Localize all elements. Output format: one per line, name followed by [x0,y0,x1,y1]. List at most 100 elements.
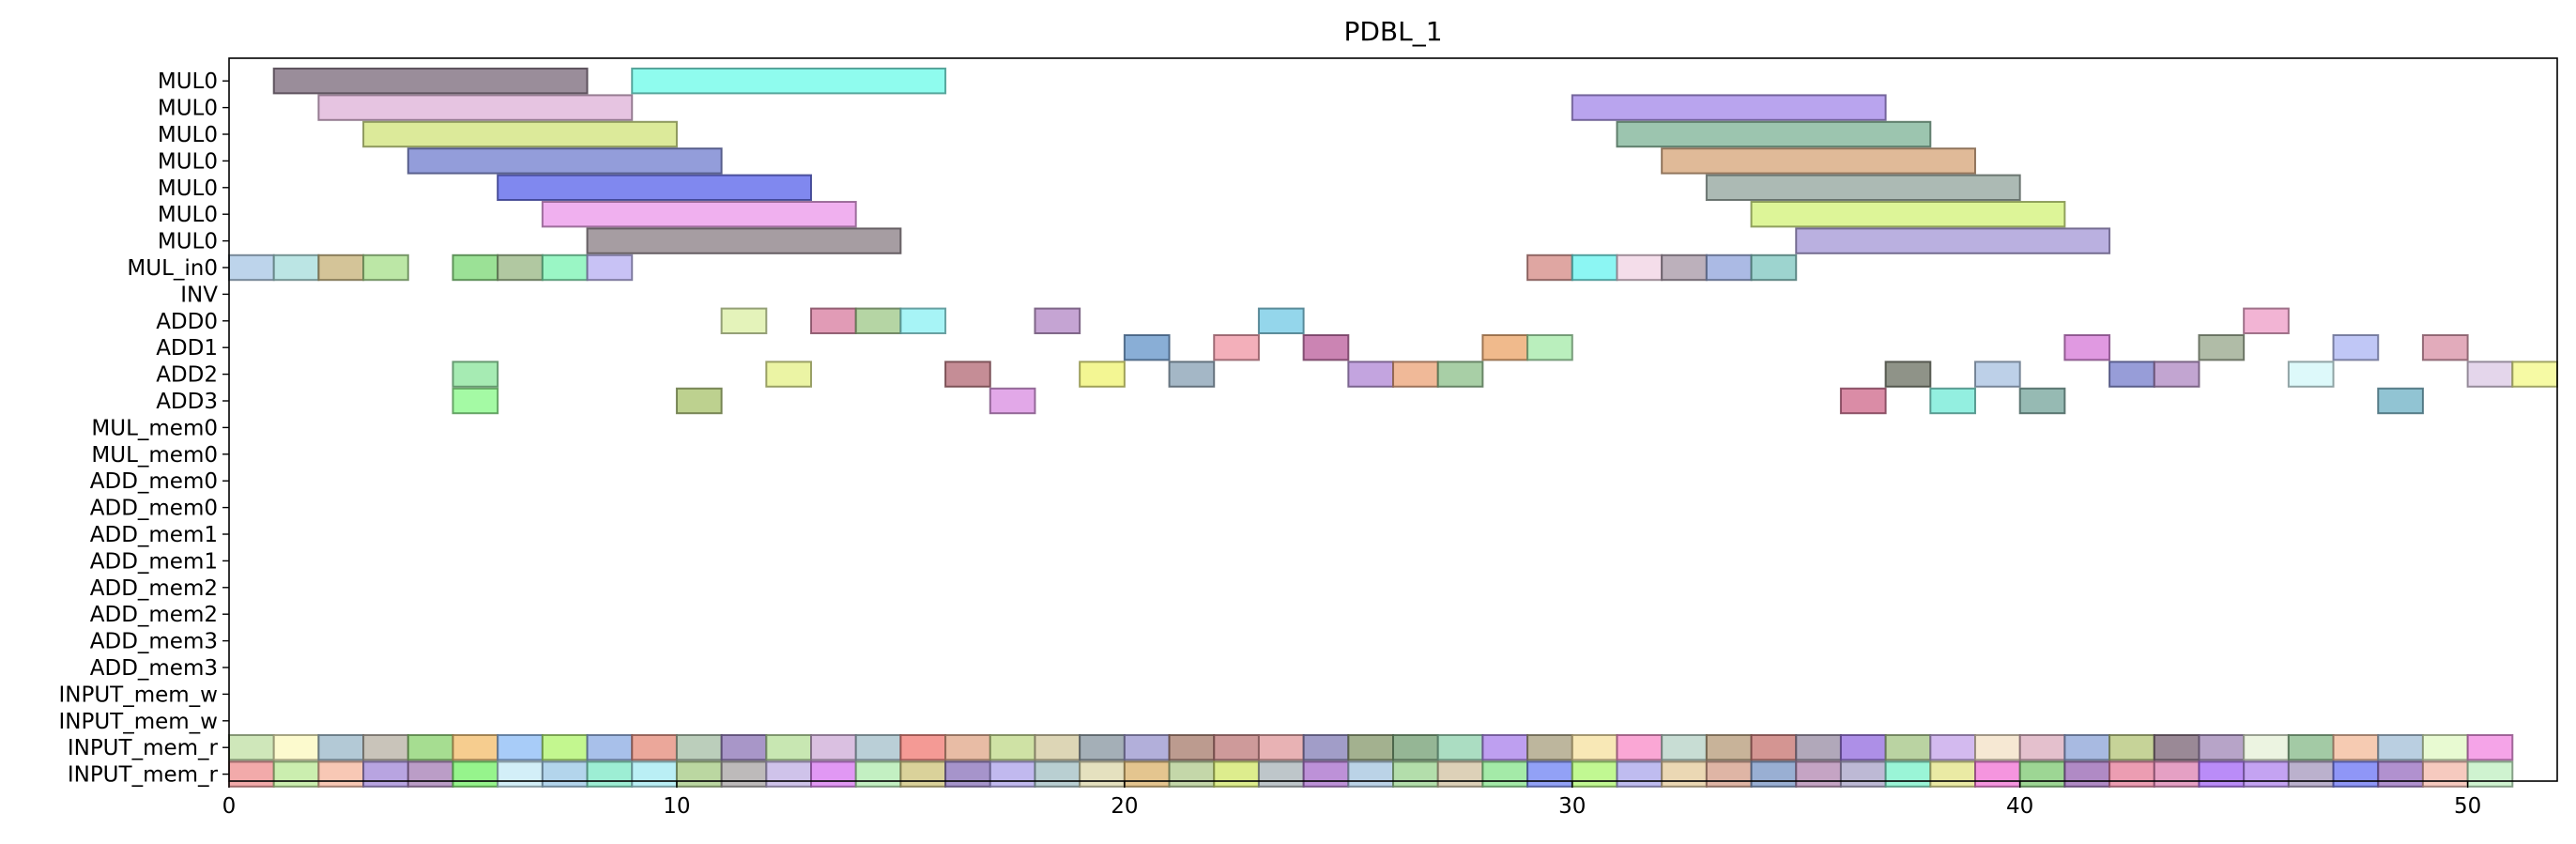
task-bars [228,68,2558,788]
task-bar [1929,387,1976,415]
task-bar [2421,734,2469,761]
task-bar [1481,760,1529,788]
task-bar [406,147,723,175]
task-bar [1123,734,1171,761]
task-bar [765,734,812,761]
task-bar [2153,361,2200,388]
task-bar [1481,734,1529,761]
task-bar [1257,734,1305,761]
task-bar [1347,734,1395,761]
task-bar [2287,734,2335,761]
task-bar [1213,334,1260,361]
task-bar [1571,760,1618,788]
task-bar [631,68,947,95]
task-bar [1168,734,1216,761]
task-bar [586,734,634,761]
task-bar [272,253,320,282]
task-bar [899,734,947,761]
row-label: MUL0 [158,176,218,201]
task-bar [1257,760,1305,788]
task-bar [452,734,499,761]
task-bar [2377,760,2424,788]
row-label: ADD_mem0 [90,469,218,494]
task-bar [1257,307,1305,335]
task-bar [2063,734,2111,761]
row-label: INPUT_mem_w [58,710,218,734]
task-bar [1034,734,1081,761]
task-bar [1034,307,1081,335]
task-bar [675,760,723,788]
task-bar [631,760,678,788]
task-bar [989,734,1036,761]
task-bar [2198,734,2246,761]
row-label: ADD_mem0 [90,497,218,521]
task-bar [1034,760,1081,788]
task-bar [2421,760,2469,788]
task-bar [317,253,365,282]
row-label: MUL0 [158,97,218,121]
task-bar [1571,253,1618,282]
task-bar [1661,147,1976,175]
task-bar [406,760,454,788]
row-label: INV [180,283,218,307]
row-label: INPUT_mem_r [68,736,219,760]
row-labels: MUL0MUL0MUL0MUL0MUL0MUL0MUL0MUL_in0INVAD… [58,69,229,788]
plot-frame [228,57,2558,782]
task-bar [810,307,857,335]
task-bar [720,760,768,788]
task-bar [2377,734,2424,761]
row-label: MUL_mem0 [91,443,218,468]
task-bar [1123,334,1171,361]
task-bar [2332,760,2380,788]
task-bar [1302,734,1350,761]
task-bar [1302,334,1350,361]
task-bar [1974,760,2021,788]
task-bar [765,361,812,388]
task-bar [2466,760,2514,788]
x-tick-label: 0 [222,794,237,819]
task-bar [1213,760,1260,788]
task-bar [2511,361,2558,388]
task-bar [228,760,275,788]
row-label: MUL_in0 [127,256,218,281]
task-bar [1168,361,1216,388]
task-bar [2377,387,2424,415]
row-label: ADD3 [156,390,218,414]
task-bar [854,734,902,761]
task-bar [1526,760,1573,788]
task-bar [2153,760,2200,788]
task-bar [1884,734,1932,761]
task-bar [2466,734,2514,761]
task-bar [944,760,991,788]
row-label: ADD1 [156,336,218,361]
task-bar [854,307,902,335]
task-bar [1526,334,1573,361]
x-tick-label: 40 [2006,794,2033,819]
row-label: INPUT_mem_w [58,683,218,707]
row-label: MUL0 [158,149,218,174]
row-label: ADD_mem2 [90,603,218,627]
task-bar [1616,253,1664,282]
task-bar [1795,227,2111,254]
task-bar [1436,760,1484,788]
task-bar [2018,760,2066,788]
task-bar [2466,361,2514,388]
task-bar [1884,760,1932,788]
task-bar [1795,734,1842,761]
task-bar [541,760,589,788]
task-bar [452,361,499,388]
task-bar [272,68,589,95]
task-bar [899,760,947,788]
task-bar [1616,760,1664,788]
x-axis: 0 10 20 30 40 50 [222,781,2481,819]
task-bar [497,253,544,282]
task-bar [854,760,902,788]
task-bar [944,734,991,761]
task-bar [1750,734,1798,761]
task-bar [1079,760,1126,788]
task-bar [2243,760,2290,788]
task-bar [272,734,320,761]
task-bar [720,307,768,335]
task-bar [541,253,589,282]
